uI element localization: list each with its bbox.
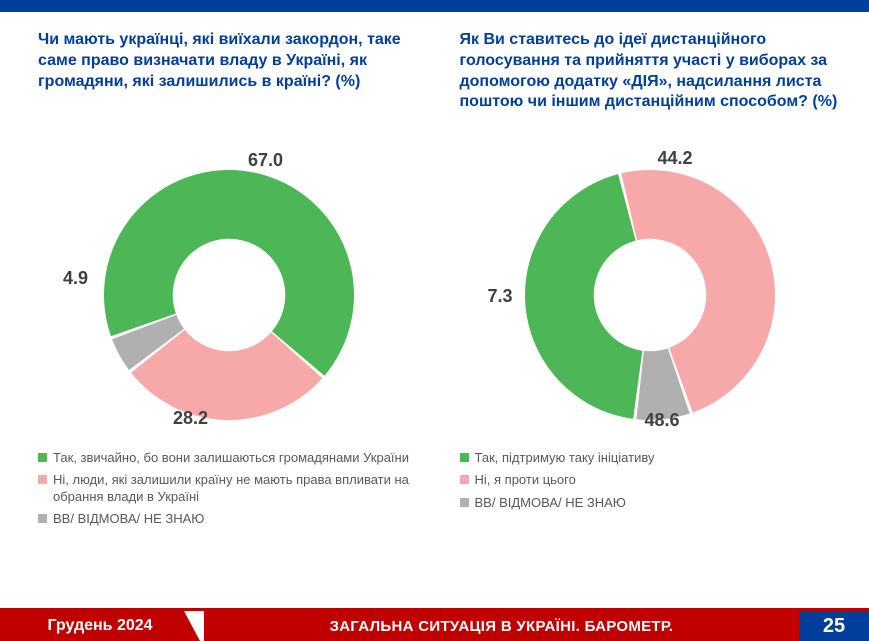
- legend-label: Ні, я проти цього: [475, 472, 576, 488]
- slide: Чи мають українці, які виїхали закордон,…: [0, 0, 869, 641]
- legend-swatch: [38, 475, 47, 484]
- legend-item: Так, підтримую таку ініціативу: [460, 450, 842, 466]
- legend-item: ВВ/ ВІДМОВА/ НЕ ЗНАЮ: [460, 495, 842, 511]
- chart-value-label: 48.6: [645, 410, 680, 431]
- legend-swatch: [460, 475, 469, 484]
- footer-date: Грудень 2024: [0, 611, 200, 641]
- content-row: Чи мають українці, які виїхали закордон,…: [0, 12, 869, 533]
- legend-swatch: [460, 498, 469, 507]
- legend-swatch: [38, 514, 47, 523]
- legend-item: ВВ/ ВІДМОВА/ НЕ ЗНАЮ: [38, 511, 420, 527]
- legend-label: ВВ/ ВІДМОВА/ НЕ ЗНАЮ: [53, 511, 204, 527]
- legend-label: Ні, люди, які залишили країну не мають п…: [53, 472, 420, 505]
- chart-value-label: 7.3: [488, 286, 513, 307]
- donut-slice: [525, 174, 642, 419]
- legend-swatch: [460, 453, 469, 462]
- chart-value-label: 28.2: [173, 408, 208, 429]
- right-question-title: Як Ви ставитесь до ідеї дистанційного го…: [460, 30, 842, 140]
- chart-value-label: 44.2: [658, 148, 693, 169]
- footer: Грудень 2024 ЗАГАЛЬНА СИТУАЦІЯ В УКРАЇНІ…: [0, 611, 869, 641]
- chart-value-label: 4.9: [63, 268, 88, 289]
- footer-page-number: 25: [799, 611, 869, 641]
- legend-label: Так, підтримую таку ініціативу: [475, 450, 655, 466]
- footer-title: ЗАГАЛЬНА СИТУАЦІЯ В УКРАЇНІ. БАРОМЕТР.: [204, 611, 799, 641]
- left-legend: Так, звичайно, бо вони залишаються грома…: [38, 450, 420, 533]
- legend-label: ВВ/ ВІДМОВА/ НЕ ЗНАЮ: [475, 495, 626, 511]
- legend-item: Ні, люди, які залишили країну не мають п…: [38, 472, 420, 505]
- left-column: Чи мають українці, які виїхали закордон,…: [38, 30, 420, 533]
- legend-swatch: [38, 453, 47, 462]
- donut-svg: [470, 145, 830, 445]
- donut-svg: [49, 145, 409, 445]
- legend-label: Так, звичайно, бо вони залишаються грома…: [53, 450, 409, 466]
- left-donut-chart: 67.0 28.2 4.9: [38, 140, 420, 450]
- right-legend: Так, підтримую таку ініціативу Ні, я прот…: [460, 450, 842, 517]
- right-column: Як Ви ставитесь до ідеї дистанційного го…: [460, 30, 842, 533]
- legend-item: Ні, я проти цього: [460, 472, 842, 488]
- left-question-title: Чи мають українці, які виїхали закордон,…: [38, 30, 420, 140]
- legend-item: Так, звичайно, бо вони залишаються грома…: [38, 450, 420, 466]
- right-donut-chart: 44.2 48.6 7.3: [460, 140, 842, 450]
- chart-value-label: 67.0: [248, 150, 283, 171]
